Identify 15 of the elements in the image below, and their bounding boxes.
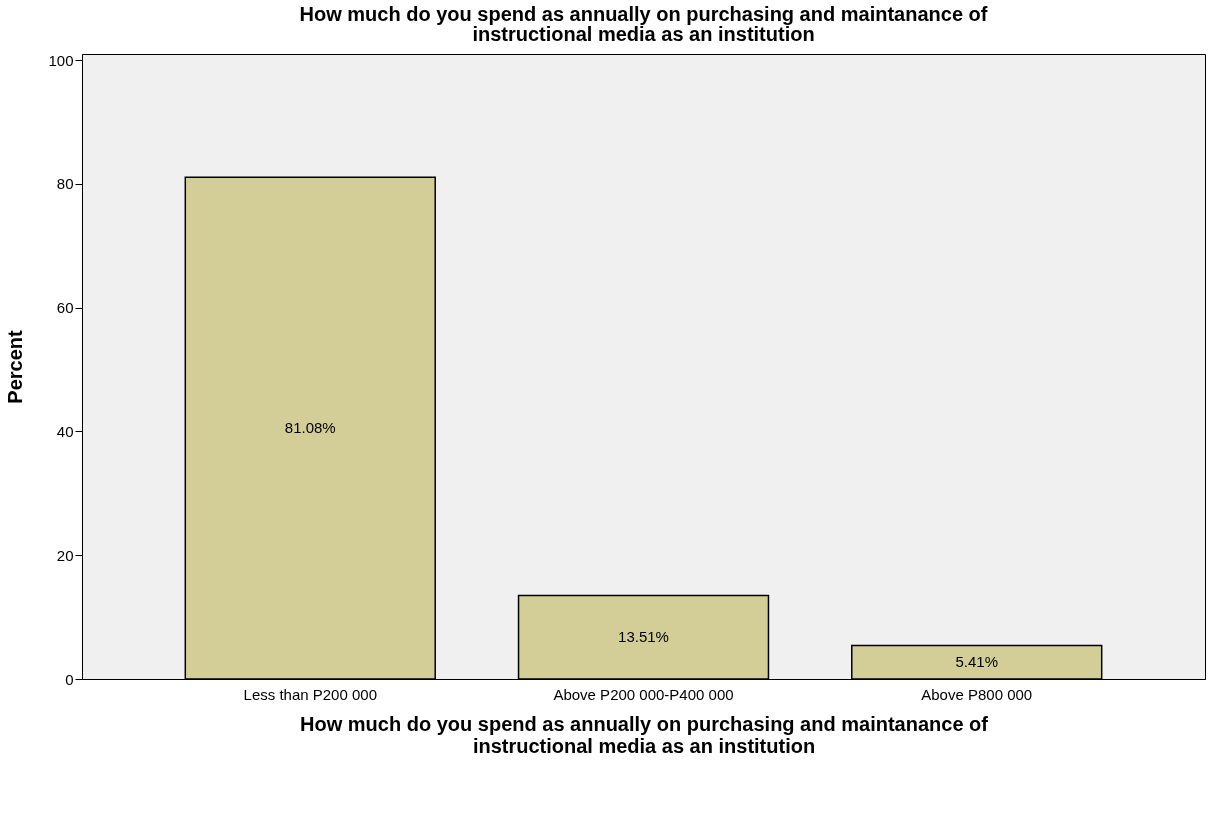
y-tick-label: 80 [56, 175, 74, 193]
y-tick-label: 20 [56, 546, 74, 564]
y-tick-label: 0 [65, 670, 74, 688]
data-label: 5.41% [955, 653, 999, 671]
chart-title: How much do you spend as annually on purchasing and maintanance of instructional media as an institution [299, 3, 988, 46]
y-tick-label: 60 [56, 299, 74, 317]
y-tick-label: 100 [48, 51, 74, 69]
x-tick-label: Above P800 000 [921, 685, 1033, 703]
x-tick-label: Above P200 000-P400 000 [553, 685, 734, 703]
y-tick-label: 40 [56, 422, 74, 440]
data-label: 81.08% [284, 419, 336, 437]
y-axis-title: Percent [4, 329, 27, 404]
x-axis-title: How much do you spend as annually on purchasing and maintanance of instructional media as an institution [300, 712, 989, 757]
data-label: 13.51% [618, 628, 669, 646]
x-tick-label: Less than P200 000 [243, 685, 377, 703]
